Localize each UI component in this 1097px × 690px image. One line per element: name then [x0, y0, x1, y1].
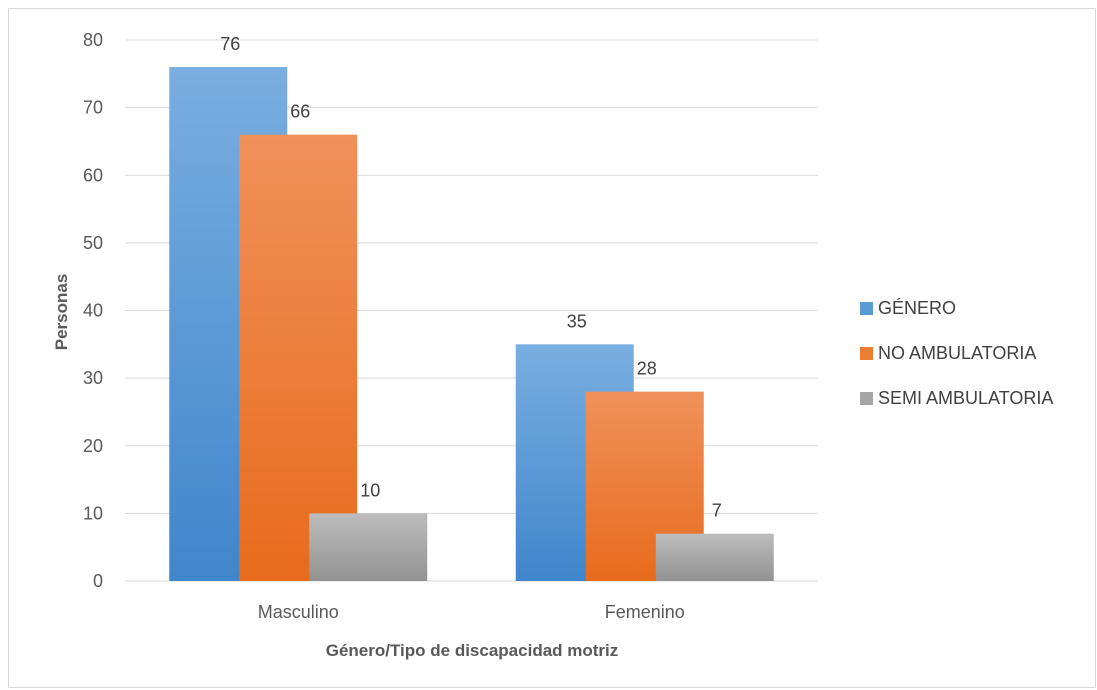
y-tick-label: 80 [83, 30, 103, 50]
y-tick-label: 20 [83, 436, 103, 456]
bar-semi-ambulatoria-masculino [309, 513, 428, 581]
legend-swatch [860, 347, 873, 360]
x-tick-label: Masculino [258, 602, 339, 622]
data-label: 66 [290, 102, 310, 122]
y-tick-label: 0 [93, 571, 103, 591]
x-axis-tick-labels: Masculino Femenino [258, 602, 685, 622]
x-axis-title: Género/Tipo de discapacidad motriz [326, 641, 619, 660]
data-label: 76 [220, 34, 240, 54]
data-label: 28 [637, 359, 657, 379]
legend-label: GÉNERO [878, 298, 956, 318]
legend-label: NO AMBULATORIA [878, 343, 1036, 363]
y-tick-label: 50 [83, 233, 103, 253]
y-axis-title: Personas [52, 274, 71, 351]
bar-no-ambulatoria-masculino [239, 134, 358, 582]
data-label: 10 [360, 480, 380, 500]
data-label: 35 [567, 311, 587, 331]
data-label: 7 [712, 501, 722, 521]
y-tick-label: 60 [83, 165, 103, 185]
bar-semi-ambulatoria-femenino [655, 533, 774, 581]
legend-label: SEMI AMBULATORIA [878, 388, 1053, 408]
bars [169, 67, 774, 582]
y-tick-label: 40 [83, 301, 103, 321]
legend-swatch [860, 302, 873, 315]
x-tick-label: Femenino [605, 602, 685, 622]
y-tick-label: 30 [83, 368, 103, 388]
y-tick-label: 10 [83, 503, 103, 523]
legend: GÉNERO NO AMBULATORIA SEMI AMBULATORIA [860, 298, 1053, 408]
y-axis-tick-labels: 0 10 20 30 40 50 60 70 80 [83, 30, 103, 591]
legend-swatch [860, 392, 873, 405]
y-tick-label: 70 [83, 98, 103, 118]
data-labels: 76 66 10 35 28 7 [220, 34, 722, 521]
